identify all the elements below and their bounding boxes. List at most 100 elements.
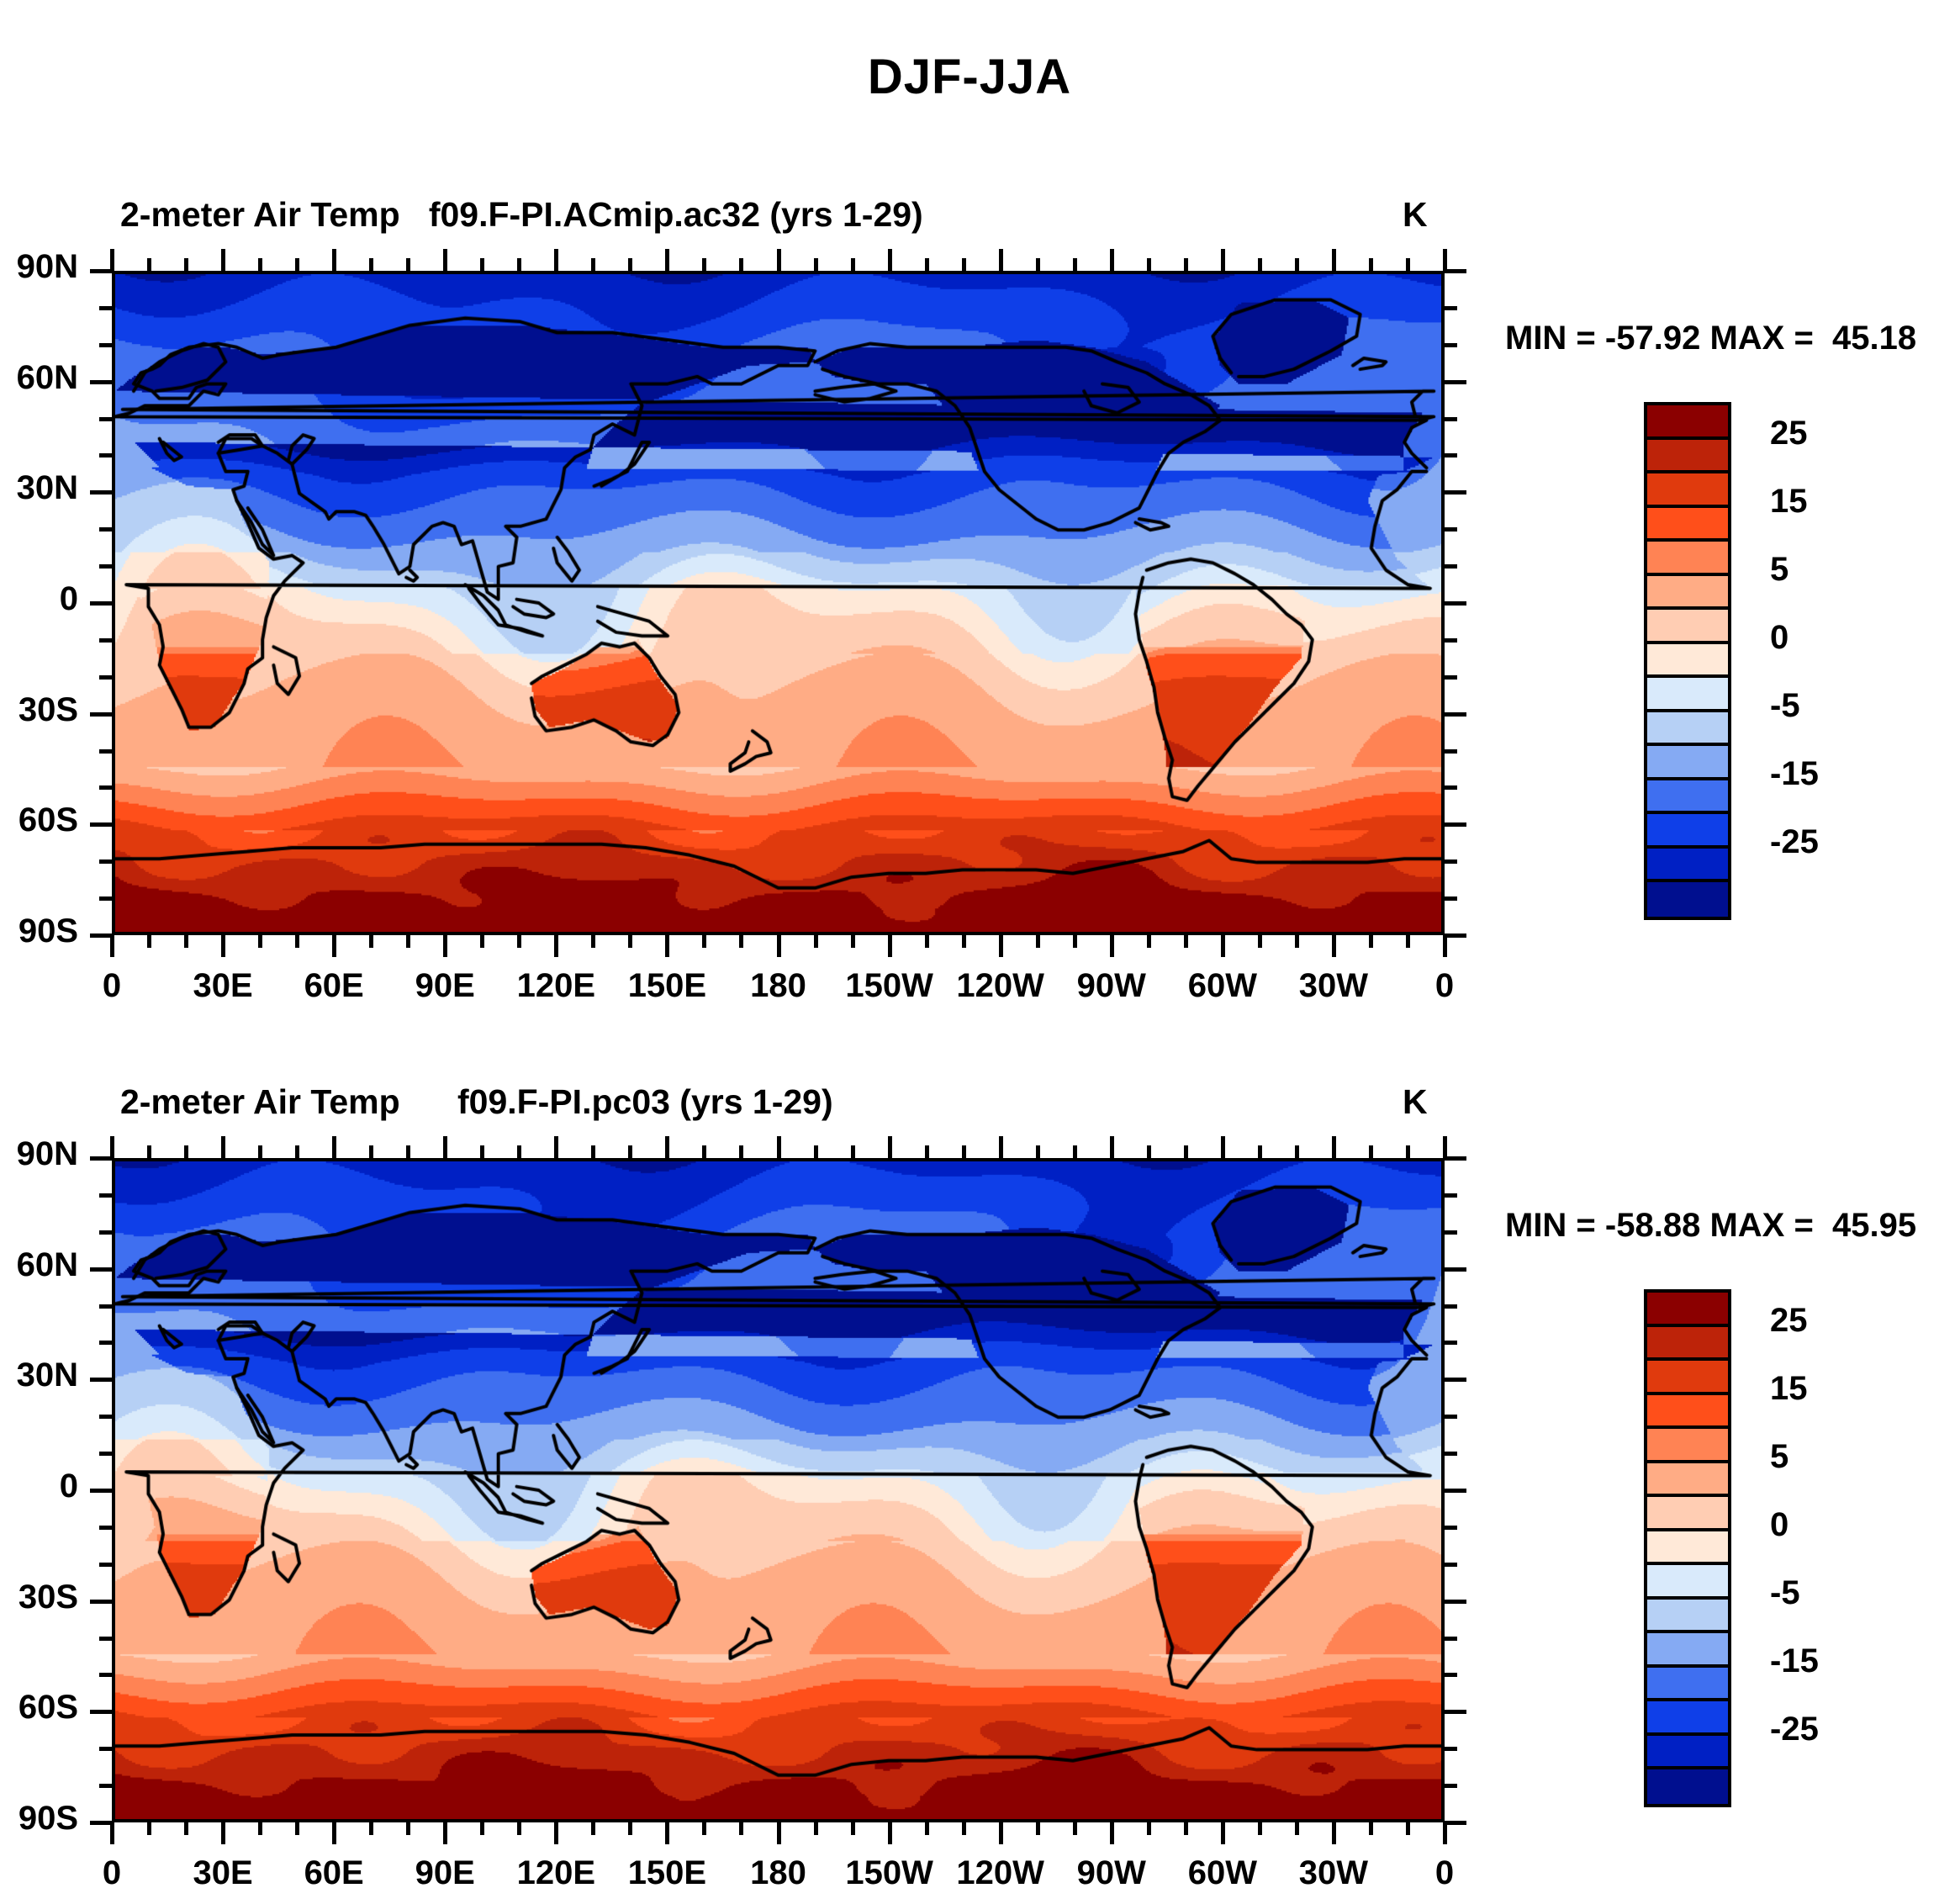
x-tick-major <box>1443 1136 1447 1158</box>
y-axis-label: 0 <box>59 1468 78 1505</box>
y-tick-minor <box>1445 342 1457 347</box>
y-axis-label: 90S <box>18 1800 78 1837</box>
x-tick-major <box>776 1822 781 1844</box>
colorbar-band <box>1647 1599 1728 1634</box>
y-axis-label: 30S <box>18 1578 78 1616</box>
y-tick-minor <box>1445 416 1457 421</box>
x-tick-minor <box>850 258 855 271</box>
x-tick-minor <box>295 1822 300 1835</box>
x-axis-label: 0 <box>102 967 122 1004</box>
y-tick-minor <box>99 564 112 569</box>
x-tick-minor <box>1183 1822 1188 1835</box>
colorbar-band <box>1647 507 1728 542</box>
colorbar-band <box>1647 1326 1728 1362</box>
x-tick-major <box>1109 935 1114 957</box>
x-tick-minor <box>1183 935 1188 948</box>
map-plot-area-2[interactable] <box>112 1158 1445 1822</box>
y-tick-minor <box>1445 859 1457 865</box>
x-axis-label: 120W <box>956 967 1044 1004</box>
x-tick-major <box>332 1136 337 1158</box>
y-tick-minor <box>1445 637 1457 643</box>
x-tick-major <box>221 1822 226 1844</box>
y-tick-major <box>90 1821 112 1825</box>
y-tick-minor <box>99 416 112 421</box>
x-tick-minor <box>924 258 929 271</box>
y-axis-label: 90S <box>18 912 78 949</box>
y-tick-minor <box>1445 1525 1457 1530</box>
x-tick-major <box>110 1822 114 1844</box>
x-axis-label: 150W <box>845 967 933 1004</box>
x-tick-minor <box>702 1822 707 1835</box>
temperature-contour-map-1 <box>115 274 1441 932</box>
y-tick-major <box>90 379 112 384</box>
x-tick-minor <box>406 258 411 271</box>
y-tick-minor <box>1445 1415 1457 1420</box>
x-tick-major <box>665 249 670 271</box>
x-tick-minor <box>739 1822 744 1835</box>
y-axis-label: 30S <box>18 690 78 728</box>
x-tick-minor <box>258 258 263 271</box>
temperature-contour-map-2 <box>115 1161 1441 1819</box>
map-plot-area-1[interactable] <box>112 271 1445 935</box>
x-tick-minor <box>591 258 596 271</box>
y-axis-label: 60N <box>16 1246 78 1283</box>
y-tick-major <box>1445 1267 1466 1272</box>
colorbar-tick-label: 15 <box>1770 482 1808 520</box>
colorbar-tick-label: -25 <box>1770 1710 1819 1748</box>
colorbar-tick-label: 0 <box>1770 1505 1789 1543</box>
x-tick-minor <box>517 1145 522 1158</box>
y-tick-minor <box>1445 785 1457 791</box>
colorbar-tick-label: 0 <box>1770 618 1789 656</box>
y-tick-major <box>1445 490 1466 495</box>
colorbar-tick-label: -15 <box>1770 754 1819 792</box>
y-tick-minor <box>99 305 112 310</box>
colorbar-tick-label: -15 <box>1770 1642 1819 1679</box>
x-tick-minor <box>406 935 411 948</box>
x-tick-minor <box>924 935 929 948</box>
minmax-annotation-1: MIN = -57.92 MAX = 45.18 <box>1505 320 1917 357</box>
colorbar-tick-label: -5 <box>1770 686 1800 724</box>
x-tick-minor <box>1294 1822 1299 1835</box>
x-tick-minor <box>1146 1822 1151 1835</box>
x-tick-major <box>1331 249 1336 271</box>
x-tick-minor <box>1257 935 1262 948</box>
colorbar-tick-label: 5 <box>1770 550 1789 588</box>
x-tick-major <box>998 249 1003 271</box>
y-tick-minor <box>1445 1452 1457 1457</box>
x-axis-label: 30E <box>193 1854 253 1891</box>
x-tick-minor <box>258 935 263 948</box>
y-tick-minor <box>99 1341 112 1346</box>
x-tick-minor <box>628 258 633 271</box>
y-tick-major <box>1445 1156 1466 1161</box>
x-axis-label: 150E <box>627 1854 707 1891</box>
x-tick-minor <box>480 1822 485 1835</box>
x-tick-minor <box>702 1145 707 1158</box>
x-tick-minor <box>295 935 300 948</box>
x-tick-minor <box>850 1822 855 1835</box>
x-tick-minor <box>147 258 152 271</box>
x-tick-minor <box>1146 258 1151 271</box>
colorbar-band <box>1647 1769 1728 1804</box>
x-tick-major <box>665 1822 670 1844</box>
x-tick-minor <box>1405 258 1410 271</box>
x-tick-major <box>887 1136 892 1158</box>
x-tick-minor <box>591 1145 596 1158</box>
x-axis-label: 0 <box>102 1854 122 1891</box>
x-tick-major <box>443 935 448 957</box>
x-tick-minor <box>369 1145 374 1158</box>
x-axis-label: 120W <box>956 1854 1044 1891</box>
colorbar-2[interactable] <box>1644 1289 1731 1807</box>
x-axis-label: 150W <box>845 1854 933 1891</box>
y-axis-label: 90N <box>16 1135 78 1172</box>
x-tick-minor <box>813 258 818 271</box>
y-tick-minor <box>99 748 112 754</box>
y-tick-major <box>90 933 112 938</box>
y-tick-minor <box>99 896 112 902</box>
x-tick-major <box>1443 249 1447 271</box>
x-axis-label: 0 <box>1434 1854 1455 1891</box>
x-tick-minor <box>1035 1822 1040 1835</box>
colorbar-1[interactable] <box>1644 402 1731 920</box>
x-tick-minor <box>147 935 152 948</box>
x-tick-minor <box>961 1145 966 1158</box>
x-tick-minor <box>1183 1145 1188 1158</box>
